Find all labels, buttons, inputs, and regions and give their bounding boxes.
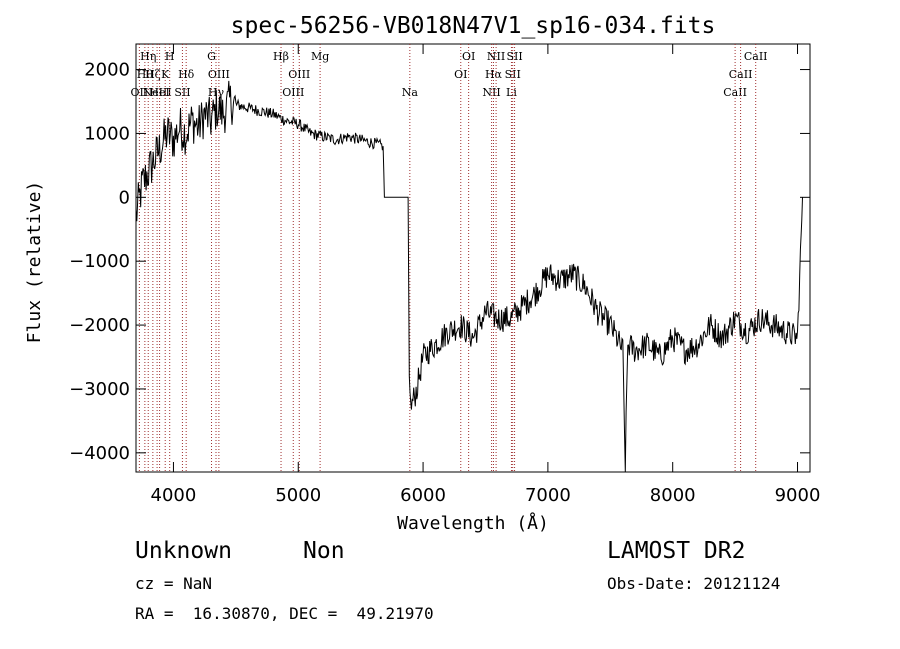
line-marker-label: G xyxy=(207,50,216,63)
line-marker-label: Hα xyxy=(485,68,503,81)
line-marker-label: OIII xyxy=(282,86,304,99)
axes: 4000 5000 6000 7000 8000 9000 −4000 −3000 −2000 −… xyxy=(69,44,820,506)
x-tick-label: 4000 xyxy=(151,485,197,506)
y-tick-label: 0 xyxy=(119,187,130,208)
x-axis-label: Wavelength (Å) xyxy=(397,512,549,534)
line-marker-label: OIII xyxy=(288,68,310,81)
line-marker-label: Hη xyxy=(140,50,156,63)
spectrum-line xyxy=(135,80,803,473)
line-marker-label: Mg xyxy=(311,50,329,63)
ra-dec-value: RA = 16.30870, DEC = 49.21970 xyxy=(135,604,434,623)
x-tick-label: 5000 xyxy=(275,485,321,506)
line-marker-label: HeI xyxy=(149,86,169,99)
line-marker-label: CaII xyxy=(729,68,753,81)
y-tick-label: −1000 xyxy=(69,251,130,272)
line-marker-label: H xyxy=(165,50,175,63)
line-marker-label: Hζ xyxy=(145,68,161,81)
line-marker-label: OII xyxy=(131,86,149,99)
line-marker-label: CaII xyxy=(744,50,768,63)
y-axis-label: Flux (relative) xyxy=(24,181,45,344)
x-tick-label: 6000 xyxy=(400,485,446,506)
x-tick-label: 8000 xyxy=(650,485,696,506)
obs-date: Obs-Date: 20121124 xyxy=(607,574,781,593)
line-marker-label: NII xyxy=(482,86,500,99)
line-marker-label: Hθ xyxy=(137,68,154,81)
class-label: Unknown xyxy=(135,538,232,564)
line-marker-label: SII xyxy=(174,86,190,99)
line-marker-label: Li xyxy=(506,86,517,99)
line-marker-label: K xyxy=(161,68,170,81)
y-tick-label: −4000 xyxy=(69,443,130,464)
y-tick-label: −2000 xyxy=(69,315,130,336)
line-marker-label: OIII xyxy=(208,68,230,81)
line-marker-label: SII xyxy=(505,68,521,81)
line-marker-label: NeIII xyxy=(143,86,172,99)
line-marker-label: OI xyxy=(454,68,467,81)
line-marker-label: CaII xyxy=(723,86,747,99)
spectrum-series xyxy=(135,80,803,473)
line-marker-label: Hδ xyxy=(178,68,195,81)
y-tick-label: 2000 xyxy=(84,60,130,81)
x-tick-label: 7000 xyxy=(525,485,571,506)
plot-frame xyxy=(135,43,811,473)
cz-value: cz = NaN xyxy=(135,574,213,593)
line-marker-label: Hβ xyxy=(273,50,289,63)
chart-title: spec-56256-VB018N47V1_sp16-034.fits xyxy=(231,13,716,39)
survey-label: LAMOST DR2 xyxy=(607,538,746,564)
y-tick-label: 1000 xyxy=(84,123,130,144)
line-marker-label: Na xyxy=(402,86,419,99)
line-marker-label: OI xyxy=(462,50,475,63)
y-tick-label: −3000 xyxy=(69,379,130,400)
x-tick-label: 9000 xyxy=(775,485,821,506)
subclass-label: Non xyxy=(303,538,345,564)
line-marker-label: SII xyxy=(506,50,522,63)
line-marker-label: NII xyxy=(487,50,505,63)
